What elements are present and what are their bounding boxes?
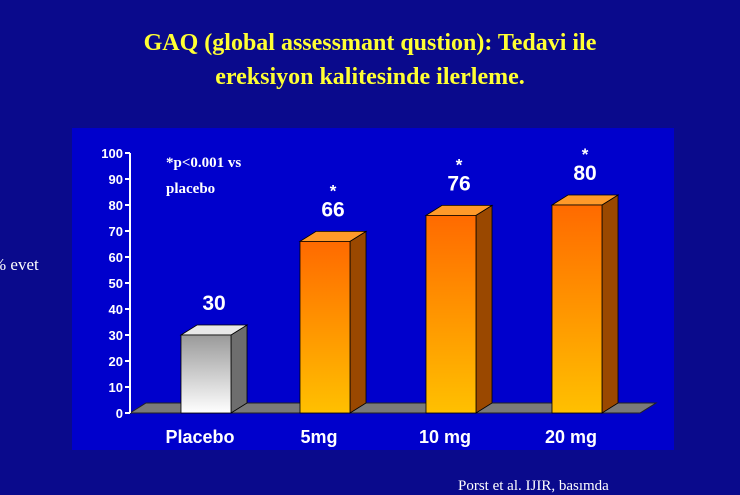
significance-note-line-1: *p<0.001 vs xyxy=(166,155,241,171)
y-tick-label: 20 xyxy=(109,354,123,369)
bar-side xyxy=(601,194,619,414)
bar xyxy=(551,204,603,414)
bar-value-label: 76 xyxy=(447,172,470,195)
y-tick-label: 40 xyxy=(109,302,123,317)
bar xyxy=(425,214,477,414)
y-tick-label: 100 xyxy=(101,146,123,161)
bar-side xyxy=(475,204,493,414)
y-tick-label: 90 xyxy=(109,172,123,187)
y-tick-label: 30 xyxy=(109,328,123,343)
y-tick-label: 70 xyxy=(109,224,123,239)
bar xyxy=(180,334,232,414)
x-category-label: Placebo xyxy=(165,427,234,447)
title-line-2: ereksiyon kalitesinde ilerleme. xyxy=(215,64,525,90)
bar-side xyxy=(230,324,248,414)
chart-title: GAQ (global assessmant qustion): Tedavi … xyxy=(0,26,740,94)
y-tick-label: 50 xyxy=(109,276,123,291)
significance-star: * xyxy=(582,145,589,164)
significance-star: * xyxy=(456,155,463,174)
x-category-label: 5mg xyxy=(300,427,337,447)
bar-side xyxy=(349,230,367,414)
bar xyxy=(299,240,351,414)
bar-value-label: 80 xyxy=(573,162,596,185)
y-tick-label: 80 xyxy=(109,198,123,213)
significance-note-line-2: placebo xyxy=(166,181,215,197)
y-tick-label: 60 xyxy=(109,250,123,265)
bar-value-label: 66 xyxy=(321,198,344,221)
significance-star: * xyxy=(330,181,337,200)
y-axis-label: % evet xyxy=(0,255,39,274)
x-category-label: 20 mg xyxy=(545,427,597,447)
y-tick-label: 0 xyxy=(116,406,123,421)
y-tick-label: 10 xyxy=(109,380,123,395)
title-line-1: GAQ (global assessmant qustion): Tedavi … xyxy=(143,30,597,56)
x-category-label: 10 mg xyxy=(419,427,471,447)
bar-value-label: 30 xyxy=(202,292,225,315)
source-citation: Porst et al. IJIR, basımda xyxy=(458,478,609,494)
